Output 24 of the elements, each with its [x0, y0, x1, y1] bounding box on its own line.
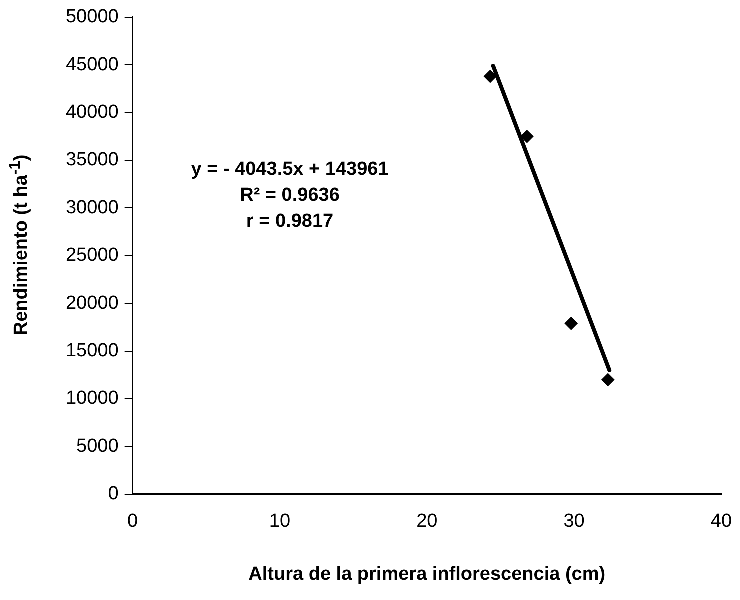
point — [564, 317, 578, 330]
y-tick-label: 25000 — [66, 245, 119, 266]
y-tick-label: 30000 — [66, 197, 119, 218]
x-tick-label: 20 — [416, 511, 438, 532]
x-axis-title: Altura de la primera inflorescencia (cm) — [248, 564, 606, 585]
y-tick-label: 40000 — [66, 102, 119, 124]
annotation: R² = 0.9636 — [240, 185, 340, 206]
y-tick-label: 35000 — [66, 150, 119, 171]
y-tick-label: 10000 — [66, 388, 119, 410]
point — [602, 373, 615, 386]
annotation: y = - 4043.5x + 143961 — [191, 159, 390, 180]
y-tick-label: 5000 — [76, 436, 119, 457]
y-tick-label: 20000 — [66, 292, 119, 314]
y-tick-label: 45000 — [66, 54, 119, 76]
y-tick-label: 15000 — [66, 340, 119, 362]
y-tick-label: 50000 — [66, 6, 119, 28]
point — [484, 70, 497, 84]
x-tick-label: 10 — [269, 511, 291, 532]
x-tick-label: 40 — [710, 511, 732, 532]
y-tick-label: 0 — [108, 484, 119, 505]
point — [520, 130, 534, 144]
x-tick-label: 0 — [128, 511, 138, 532]
annotation: r = 0.9817 — [246, 211, 334, 232]
x-tick-label: 30 — [564, 511, 585, 532]
